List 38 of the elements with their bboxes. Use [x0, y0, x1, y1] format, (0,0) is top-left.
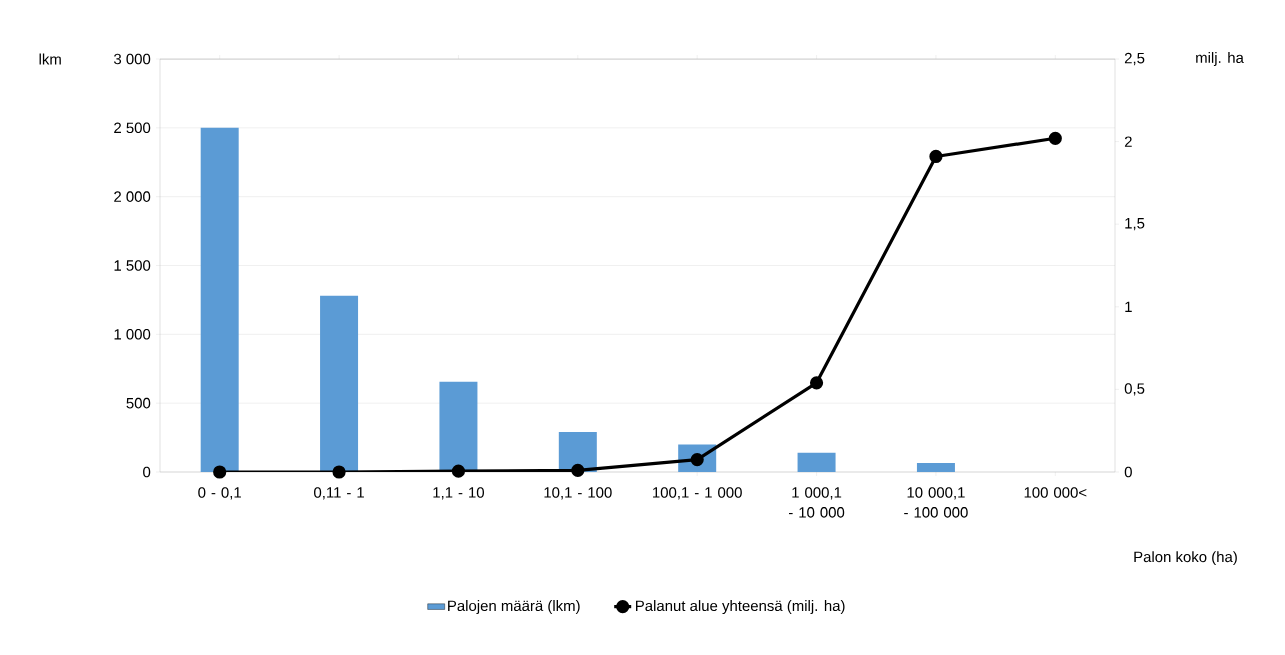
y2-tick-label: 2 [1124, 136, 1132, 147]
y2-tick-label: 2,5 [1124, 52, 1145, 66]
x-tick-label: 100 000< [1024, 487, 1087, 498]
y2-tick-label: 1 [1125, 301, 1132, 312]
y-tick-label: 1 000 [114, 329, 151, 340]
x-tick-label: 10 000,1 - 100 000 [904, 487, 968, 518]
x-tick-label: 0,11 - 1 [314, 487, 364, 500]
point [929, 149, 943, 164]
legend-label: Palojen määrä (lkm) [448, 600, 580, 615]
y-tick-label: 2 500 [114, 122, 151, 134]
point [809, 376, 824, 390]
x-tick-label: 1,1 - 10 [433, 487, 484, 500]
y-tick-label: 0 [143, 466, 151, 478]
y2-tick-label: 0,5 [1124, 383, 1145, 396]
y-tick-label: 2 000 [114, 191, 151, 202]
y-tick-label: 1 500 [114, 260, 151, 271]
y-axis-title: lkm [39, 53, 61, 65]
point [332, 465, 346, 479]
x-tick-label: 1 000,1 - 10 000 [788, 487, 845, 518]
point [213, 465, 227, 479]
bar [916, 463, 955, 472]
y-tick-label: 3 000 [113, 53, 151, 65]
x-axis-title: Palon koko (ha) [1134, 551, 1237, 566]
y2-tick-label: 1,5 [1125, 218, 1145, 231]
x-tick-label: 10,1 - 100 [544, 487, 612, 500]
point [451, 464, 466, 478]
bar [200, 127, 239, 472]
x-tick-label: 0 - 0,1 [198, 487, 241, 500]
y-tick-label: 500 [126, 397, 151, 409]
x-tick-label: 100,1 - 1 000 [653, 487, 742, 500]
y2-tick-label: 0 [1124, 466, 1132, 478]
point [1048, 131, 1062, 145]
bar [439, 381, 478, 472]
legend-label: Palanut alue yhteensä (milj. ha) [636, 600, 845, 615]
bar [320, 295, 359, 472]
bar [797, 452, 836, 472]
point [571, 463, 585, 477]
y2-axis-title: milj. ha [1196, 52, 1244, 66]
